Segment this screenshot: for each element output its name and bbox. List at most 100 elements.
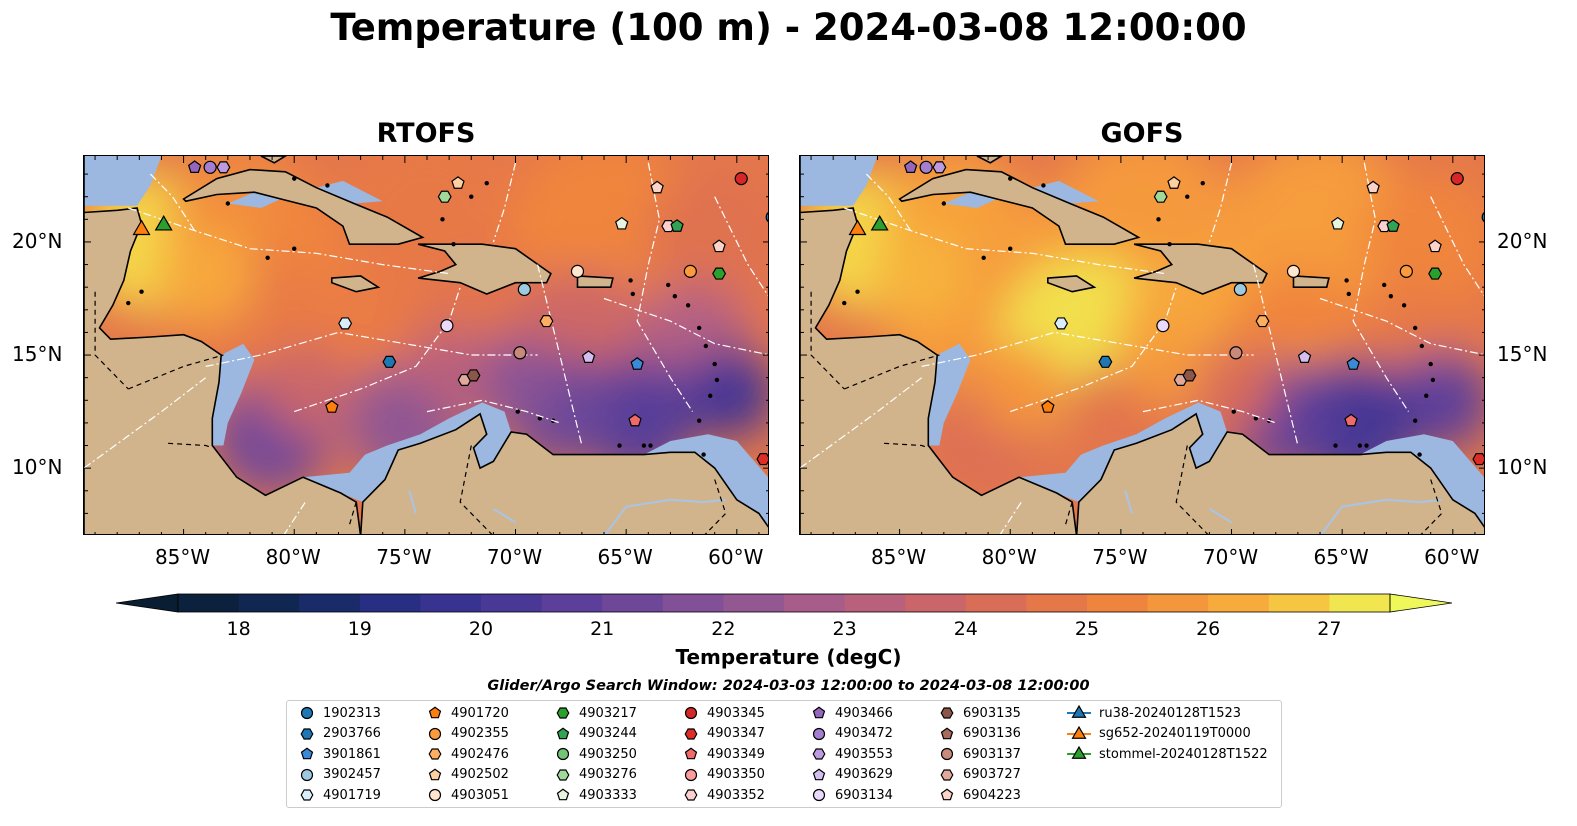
colorbar-bin xyxy=(723,594,785,612)
float-marker-3902457[interactable] xyxy=(517,282,531,297)
float-marker-4903345[interactable] xyxy=(1450,172,1464,186)
float-marker-4903349[interactable] xyxy=(628,413,642,427)
colorbar-tick-label: 20 xyxy=(468,618,494,640)
float-marker-4903345[interactable] xyxy=(734,172,748,186)
legend-marker-icon xyxy=(940,788,954,801)
float-marker-4903347[interactable] xyxy=(756,453,769,466)
float-marker-2903766[interactable] xyxy=(1098,355,1113,368)
float-marker-6903134[interactable] xyxy=(1156,319,1170,333)
glider-marker-sg652-20240119T0000[interactable] xyxy=(132,219,151,236)
float-marker-6903137[interactable] xyxy=(513,346,527,360)
eez-boundary xyxy=(844,207,1166,275)
float-marker-3901861[interactable] xyxy=(1346,357,1360,370)
float-marker-3902457[interactable] xyxy=(1233,282,1247,297)
small-island xyxy=(1344,278,1349,283)
rtofs-map xyxy=(83,155,769,535)
float-marker-4903349[interactable] xyxy=(1344,413,1358,427)
small-island xyxy=(981,255,986,260)
float-marker-6904223[interactable] xyxy=(650,180,664,194)
float-marker-4903051[interactable] xyxy=(570,264,585,278)
float-marker-2903766[interactable] xyxy=(382,355,397,368)
glider-marker-stommel-20240128T1522[interactable] xyxy=(154,214,173,231)
legend-label: 2903766 xyxy=(323,726,381,741)
small-island xyxy=(1419,343,1425,349)
float-marker-4903466[interactable] xyxy=(187,160,202,174)
legend-label: 4902502 xyxy=(451,767,509,782)
float-marker-4902476[interactable] xyxy=(1255,315,1270,328)
colorbar-bin xyxy=(602,594,664,612)
float-marker-6903134[interactable] xyxy=(440,319,454,333)
lon-tick-label: 85°W xyxy=(870,545,927,569)
small-island xyxy=(1412,325,1418,331)
float-marker-4903276[interactable] xyxy=(437,190,452,203)
float-marker-4902502[interactable] xyxy=(1167,176,1181,189)
float-marker-4903217[interactable] xyxy=(1428,267,1443,280)
lon-tick-label: 60°W xyxy=(708,545,764,569)
float-marker-6903135[interactable] xyxy=(466,369,481,382)
float-marker-4901720[interactable] xyxy=(325,400,339,413)
colorbar-extend-high xyxy=(1389,593,1452,613)
land-mass xyxy=(182,168,425,245)
legend-marker-icon xyxy=(428,767,442,780)
float-marker-6903135[interactable] xyxy=(1182,369,1197,382)
legend-item-6904223: 6904223 xyxy=(939,787,1021,803)
float-marker-4903553[interactable] xyxy=(932,161,947,174)
float-marker-3901861[interactable] xyxy=(630,357,644,370)
float-marker-4903553[interactable] xyxy=(216,161,231,174)
map-canvas xyxy=(800,156,1485,534)
legend-label: 6903134 xyxy=(835,787,893,803)
float-marker-6904223[interactable] xyxy=(1428,239,1442,253)
float-marker-4903333[interactable] xyxy=(615,216,629,230)
legend-label: 4903553 xyxy=(835,746,893,762)
legend-item-4902476: 4902476 xyxy=(427,746,509,762)
small-island xyxy=(666,282,671,288)
float-marker-4902355[interactable] xyxy=(1399,264,1413,278)
float-marker-4903466[interactable] xyxy=(903,160,918,174)
legend-label: 4903276 xyxy=(579,767,637,782)
land-mass xyxy=(976,156,1003,164)
small-island xyxy=(855,289,860,294)
float-marker-4903051[interactable] xyxy=(1286,264,1301,278)
colorbar-tick-label: 19 xyxy=(347,618,372,640)
float-marker-4903276[interactable] xyxy=(1153,190,1168,203)
float-marker-4903629[interactable] xyxy=(1297,350,1312,364)
float-marker-4903244[interactable] xyxy=(1386,219,1400,232)
legend-item-2903766: 2903766 xyxy=(299,726,381,742)
float-marker-4903244[interactable] xyxy=(670,219,684,232)
legend-marker-icon xyxy=(300,768,314,781)
float-marker-6904223[interactable] xyxy=(712,239,726,253)
float-marker-4903629[interactable] xyxy=(581,350,596,364)
country-border xyxy=(348,501,357,525)
small-island xyxy=(714,377,720,383)
legend-item-6903135: 6903135 xyxy=(939,705,1021,721)
float-marker-4901720[interactable] xyxy=(1041,400,1055,413)
legend-label: 4903349 xyxy=(707,746,765,762)
float-marker-1902313[interactable] xyxy=(765,211,769,223)
glider-marker-sg652-20240119T0000[interactable] xyxy=(848,219,867,236)
float-marker-4903347[interactable] xyxy=(1472,453,1485,466)
float-marker-4901719[interactable] xyxy=(1054,317,1069,330)
lon-tick-label: 80°W xyxy=(981,545,1037,569)
float-marker-4902476[interactable] xyxy=(539,315,554,328)
legend-label: 3901861 xyxy=(323,746,381,762)
legend-marker-icon xyxy=(812,748,826,760)
glider-marker-stommel-20240128T1522[interactable] xyxy=(870,214,889,231)
float-marker-4902502[interactable] xyxy=(451,176,465,189)
float-marker-4902355[interactable] xyxy=(683,264,697,278)
float-marker-6903137[interactable] xyxy=(1229,346,1243,360)
float-marker-4903472[interactable] xyxy=(203,160,217,174)
land-mass xyxy=(1047,275,1097,293)
float-marker-1902313[interactable] xyxy=(1481,211,1485,223)
colorbar-tick-label: 26 xyxy=(1196,618,1221,640)
legend-item-4903466: 4903466 xyxy=(811,705,893,721)
colorbar xyxy=(116,593,1452,613)
float-marker-6904223[interactable] xyxy=(1366,180,1380,194)
float-marker-4901719[interactable] xyxy=(338,317,353,330)
legend-label: 6903135 xyxy=(963,705,1021,721)
float-marker-4903217[interactable] xyxy=(712,267,727,280)
float-marker-4903333[interactable] xyxy=(1331,216,1345,230)
colorbar-bin xyxy=(905,594,967,612)
float-marker-4903472[interactable] xyxy=(919,160,933,174)
search-window-text: Glider/Argo Search Window: 2024-03-03 12… xyxy=(487,678,1090,694)
eez-boundary xyxy=(426,399,560,424)
